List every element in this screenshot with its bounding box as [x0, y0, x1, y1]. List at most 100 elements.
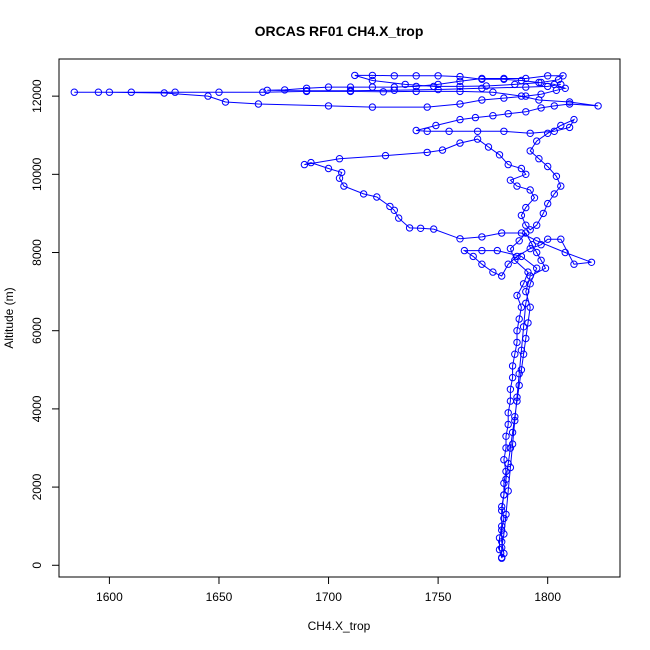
data-point: [565, 98, 574, 106]
data-point: [495, 545, 504, 554]
series-line: [74, 74, 599, 559]
data-point: [533, 221, 541, 229]
data-point: [498, 526, 506, 534]
data-point: [522, 170, 530, 179]
data-point: [395, 214, 403, 222]
data-point: [515, 381, 523, 390]
data-point: [412, 82, 420, 91]
data-point: [506, 444, 515, 452]
data-point: [498, 544, 506, 552]
data-point: [506, 463, 515, 472]
data-point: [506, 176, 515, 184]
data-point: [515, 370, 523, 378]
data-point: [500, 479, 508, 487]
data-point: [517, 76, 526, 85]
data-point: [324, 102, 333, 110]
data-point: [456, 115, 464, 124]
data-point: [522, 221, 530, 229]
data-point: [405, 224, 414, 232]
x-tick-label: 1600: [96, 590, 123, 604]
data-point: [513, 393, 521, 401]
data-point: [498, 229, 506, 237]
data-point: [504, 409, 512, 417]
data-point: [513, 338, 521, 347]
data-point: [351, 71, 359, 80]
data-point: [522, 108, 530, 116]
data-point: [504, 160, 512, 169]
data-point: [502, 467, 510, 476]
data-point: [368, 71, 377, 80]
data-point: [412, 72, 420, 80]
data-point: [513, 397, 521, 405]
data-point: [94, 88, 103, 96]
data-point: [517, 346, 526, 354]
x-axis-label: CH4.X_trop: [308, 619, 371, 633]
data-point: [544, 199, 552, 208]
data-point: [489, 112, 497, 120]
data-point: [381, 151, 390, 160]
data-point: [456, 82, 464, 91]
data-point: [300, 160, 309, 169]
data-point: [526, 186, 534, 194]
data-point: [504, 260, 512, 268]
data-point: [506, 244, 515, 253]
data-point: [221, 98, 230, 106]
data-point: [522, 287, 530, 296]
data-point: [554, 76, 563, 84]
data-point: [537, 78, 545, 87]
y-tick-label: 10000: [30, 157, 44, 191]
data-point: [346, 87, 355, 95]
data-point: [508, 373, 517, 382]
data-point: [254, 100, 263, 108]
data-point: [478, 246, 486, 255]
data-point: [517, 211, 526, 220]
data-point: [557, 182, 565, 190]
data-point: [495, 534, 504, 542]
data-point: [215, 88, 223, 96]
data-point: [550, 127, 558, 136]
data-point: [386, 202, 394, 211]
data-point: [526, 226, 534, 234]
data-point: [434, 80, 442, 89]
data-point: [565, 100, 574, 108]
data-point: [513, 252, 521, 261]
data-point: [495, 151, 504, 159]
data-point: [539, 209, 547, 218]
data-point: [434, 72, 442, 80]
data-point: [478, 84, 486, 93]
data-point: [524, 319, 532, 327]
data-point: [324, 164, 333, 173]
data-point: [557, 121, 565, 130]
data-point: [263, 86, 271, 95]
data-point: [469, 252, 477, 261]
data-point: [550, 190, 558, 198]
data-point: [373, 193, 381, 201]
data-point: [456, 235, 464, 243]
data-point: [500, 491, 508, 499]
data-point: [504, 459, 512, 468]
data-point: [324, 83, 333, 91]
data-point: [526, 272, 534, 280]
data-point: [526, 147, 534, 155]
data-point: [517, 92, 526, 100]
data-point: [530, 194, 539, 202]
data-point: [456, 77, 464, 86]
data-point: [423, 103, 431, 111]
data-point: [307, 158, 315, 167]
data-point: [524, 268, 532, 276]
plot-frame: [58, 58, 621, 578]
data-point: [511, 80, 519, 89]
data-point: [160, 89, 168, 97]
data-point: [519, 350, 528, 358]
data-point: [489, 88, 497, 96]
data-point: [552, 172, 561, 181]
plot-area: [70, 71, 602, 562]
data-point: [456, 87, 464, 96]
data-point: [517, 229, 526, 237]
data-point: [526, 244, 534, 253]
y-tick-label: 8000: [30, 239, 44, 266]
data-point: [498, 272, 506, 280]
data-point: [500, 530, 508, 538]
data-point: [482, 82, 490, 90]
data-point: [340, 182, 348, 190]
